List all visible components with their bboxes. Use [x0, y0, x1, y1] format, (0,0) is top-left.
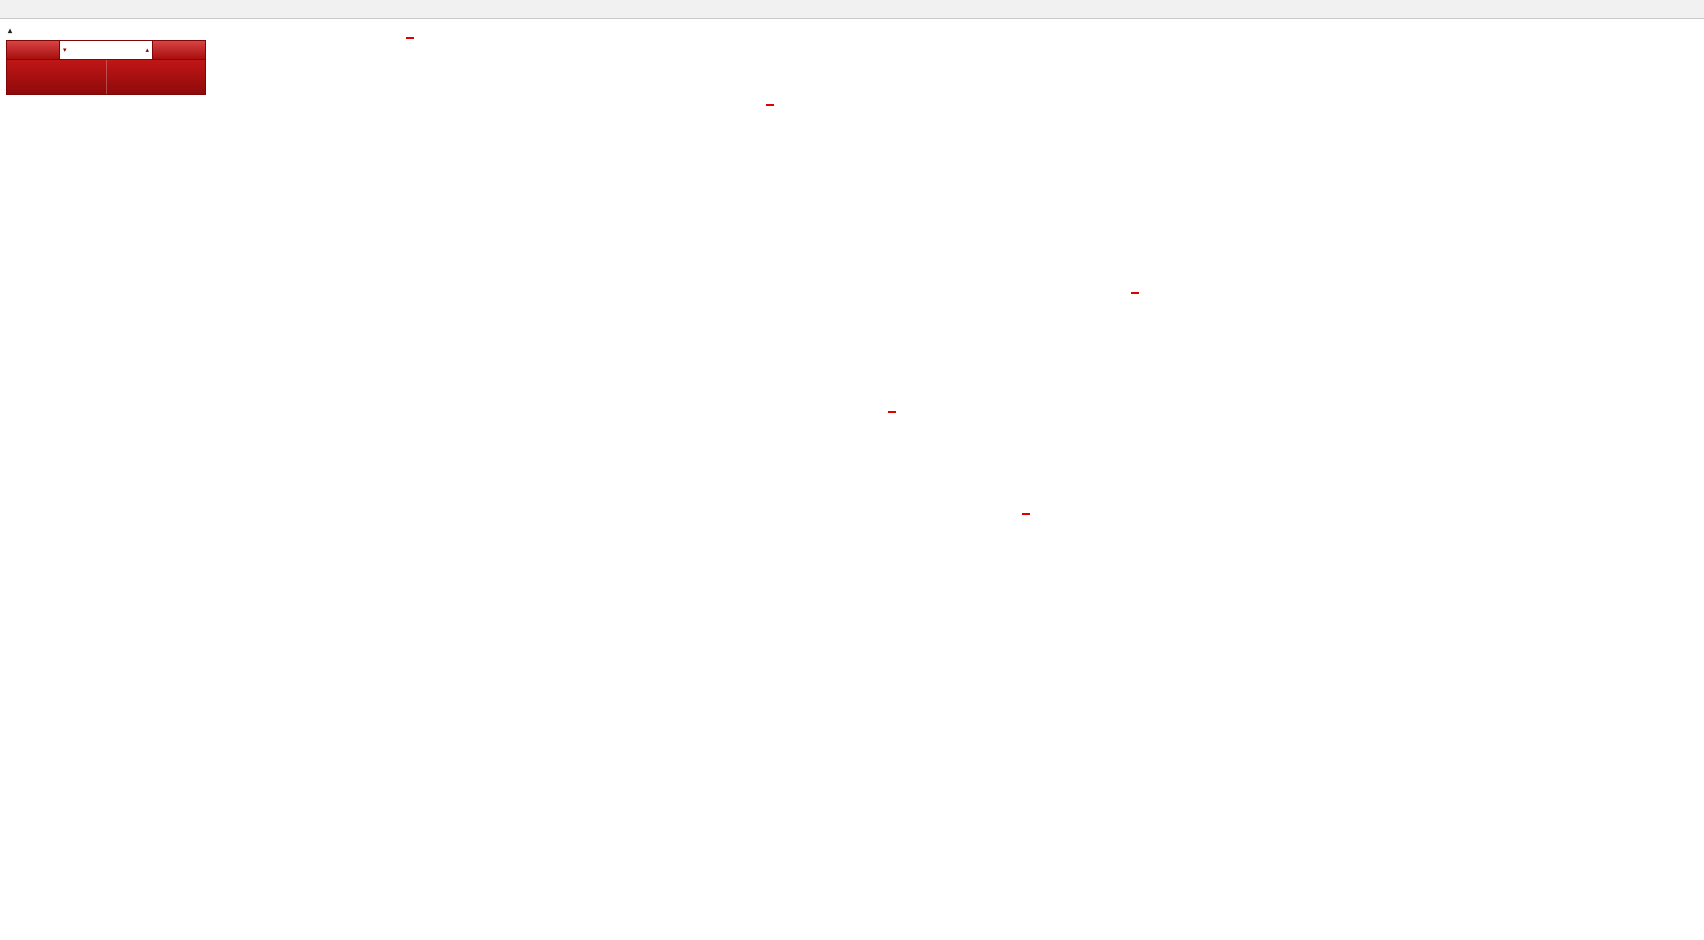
collapse-panel-icon[interactable]: ▴	[8, 26, 13, 35]
symbol-ohlc-info: ▴	[8, 24, 16, 36]
volume-decrease-icon[interactable]: ▾	[63, 47, 67, 54]
volume-increase-icon[interactable]: ▴	[145, 47, 149, 54]
toolbar	[0, 0, 1704, 19]
notification-icon[interactable]	[1686, 2, 1699, 15]
toolbar-right-group	[1686, 2, 1699, 15]
